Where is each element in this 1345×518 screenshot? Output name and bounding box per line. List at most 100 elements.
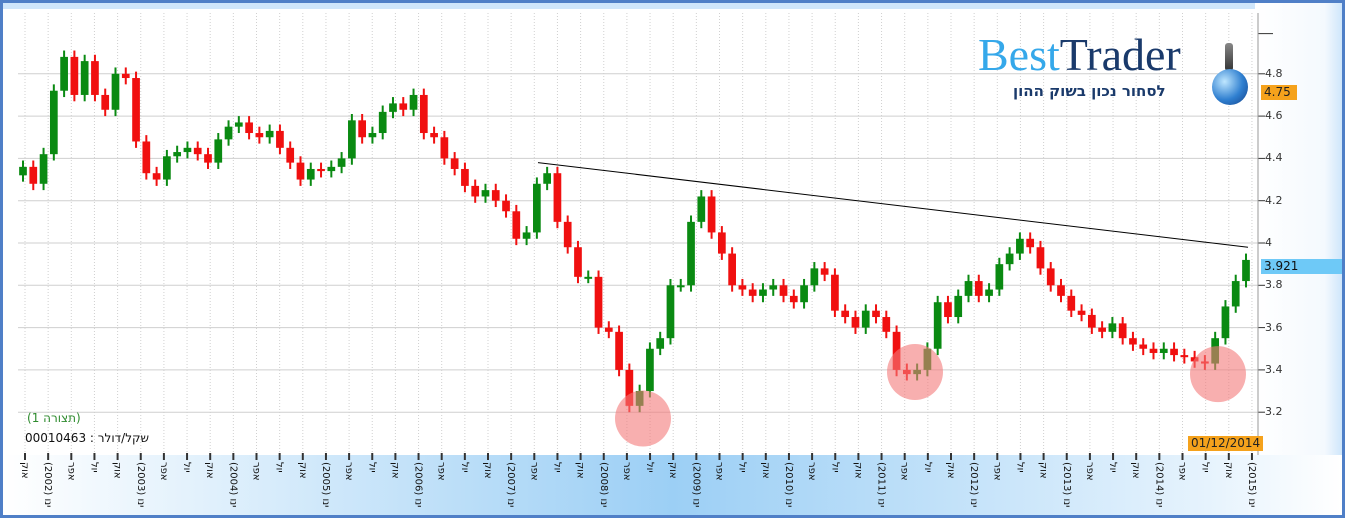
- candle-body: [769, 285, 778, 290]
- x-tick-label: אוק: [111, 462, 123, 479]
- candle-body: [399, 103, 408, 110]
- candle-body: [995, 264, 1004, 290]
- candle-body: [872, 310, 880, 318]
- candle-body: [491, 190, 500, 201]
- candle-body: [553, 173, 562, 222]
- candle-body: [1046, 268, 1055, 286]
- candle-body: [368, 133, 377, 138]
- candle-body: [60, 56, 68, 91]
- candle-body: [214, 139, 223, 163]
- x-tick-label: אפר: [991, 462, 1003, 481]
- candle-body: [29, 166, 38, 184]
- x-tick-label: יול: [1014, 462, 1026, 473]
- candle-body: [594, 276, 603, 328]
- candle-body: [1170, 348, 1178, 356]
- x-tick-label: אוק: [389, 462, 401, 479]
- candle-body: [666, 285, 675, 339]
- candle-body: [255, 133, 264, 138]
- besttrader-logo: BestTrader לסחור נכון בשוק ההון: [978, 31, 1181, 103]
- candle-body: [1005, 253, 1014, 265]
- candle-body: [91, 61, 99, 95]
- candle-body: [646, 348, 654, 392]
- y-tick-label: 4.4: [1265, 151, 1283, 165]
- candle-body: [687, 221, 695, 286]
- candle-body: [152, 173, 161, 180]
- low-highlight-circle: [887, 344, 943, 401]
- x-tick-label: ינו (2002): [42, 462, 54, 508]
- x-tick-label: יול: [273, 462, 285, 473]
- candle-body: [101, 94, 110, 110]
- candle-body: [1231, 281, 1240, 307]
- low-highlight-circle: [1190, 346, 1246, 403]
- candle-body: [563, 221, 572, 248]
- x-tick-label: אוק: [667, 462, 679, 479]
- x-tick-label: ינו (2014): [1153, 462, 1165, 508]
- candle-body: [1139, 344, 1148, 349]
- candle-body: [656, 338, 665, 349]
- x-tick-label: אוק: [945, 462, 956, 479]
- candle-body: [348, 120, 356, 159]
- candle-body: [985, 289, 993, 296]
- x-tick-label: ינו (2003): [134, 462, 146, 508]
- candle-body: [1108, 323, 1117, 332]
- candle-body: [121, 73, 130, 79]
- candle-body: [1129, 338, 1137, 345]
- candle-body: [625, 369, 634, 406]
- x-tick-label: אוק: [852, 462, 864, 479]
- candle-body: [738, 285, 747, 290]
- candle-body: [1057, 285, 1065, 296]
- logo-best: Best: [978, 29, 1060, 80]
- candle-body: [142, 141, 151, 174]
- x-tick-label: אוק: [296, 462, 308, 479]
- x-tick-label: אוק: [1130, 462, 1142, 479]
- candle-body: [337, 158, 346, 167]
- trophy-icon: [1225, 43, 1233, 71]
- candle-body: [378, 111, 387, 134]
- candle-body: [296, 162, 305, 180]
- y-tick-label: 3.2: [1265, 405, 1283, 419]
- candle-body: [1180, 355, 1189, 358]
- y-tick-label: 4.6: [1265, 109, 1283, 123]
- candle-body: [604, 327, 613, 332]
- trendline: [537, 162, 1249, 248]
- x-tick-label: אוק: [19, 462, 30, 479]
- candle-body: [933, 302, 942, 349]
- candlestick-plot[interactable]: [3, 3, 1342, 515]
- x-tick-label: אוק: [1222, 462, 1234, 479]
- candle-body: [306, 168, 315, 180]
- candle-body: [512, 211, 521, 239]
- x-tick-label: אפר: [1083, 462, 1095, 481]
- last-price-badge: 3.921: [1261, 259, 1342, 274]
- candle-body: [974, 281, 983, 296]
- y-tick-label: 4.2: [1265, 193, 1283, 207]
- x-tick-label: אפר: [898, 462, 910, 481]
- x-tick-label: ינו (2008): [597, 462, 609, 508]
- x-tick-label: אפר: [65, 462, 77, 481]
- config-label: (תצורה 1): [27, 411, 81, 425]
- candle-body: [245, 122, 253, 134]
- candle-body: [461, 168, 469, 186]
- candle-body: [163, 156, 171, 180]
- candle-body: [820, 268, 829, 275]
- candle-body: [132, 78, 140, 142]
- candle-body: [111, 73, 120, 110]
- x-tick-label: יול: [736, 462, 748, 473]
- candle-body: [892, 331, 901, 370]
- marker-price-badge: 4.75: [1261, 85, 1297, 100]
- candle-body: [676, 285, 685, 288]
- candle-body: [728, 253, 736, 286]
- x-tick-label: אוק: [204, 462, 216, 479]
- x-tick-label: יול: [181, 462, 193, 473]
- candle-body: [419, 94, 428, 134]
- candle-body: [1016, 238, 1024, 254]
- candle-body: [831, 274, 839, 311]
- x-tick-label: ינו (2010): [782, 462, 794, 508]
- candle-body: [954, 295, 963, 318]
- candle-body: [800, 285, 808, 303]
- y-tick-label: 3.6: [1265, 320, 1283, 334]
- x-tick-label: אפר: [620, 462, 632, 481]
- x-tick-label: ינו (2015): [1245, 462, 1257, 508]
- x-tick-label: אפר: [250, 462, 262, 481]
- last-date-badge: 01/12/2014: [1188, 436, 1264, 451]
- x-tick-label: ינו (2011): [875, 462, 887, 508]
